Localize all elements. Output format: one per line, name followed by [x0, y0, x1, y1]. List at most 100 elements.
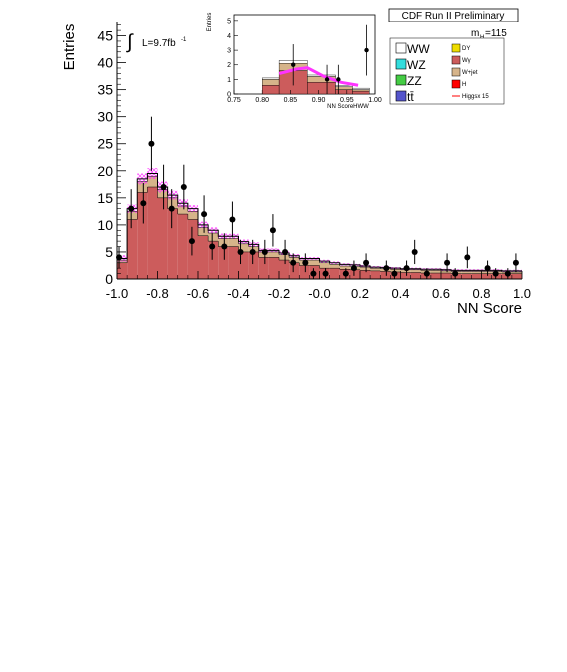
- x-tick-label: -0.4: [227, 286, 249, 301]
- data-point: [221, 243, 228, 250]
- stack-bar-0: [147, 187, 158, 279]
- stack-bar-1: [329, 264, 340, 269]
- inset-x-tick-label: 0.90: [312, 97, 326, 104]
- stack-bar-0: [370, 270, 381, 279]
- stack-bar-1: [370, 268, 381, 271]
- stack-bar-0: [329, 268, 340, 279]
- inset-x-tick-label: 0.95: [340, 97, 354, 104]
- stack-bar-1: [218, 238, 229, 247]
- inset-y-tick-label: 1: [227, 77, 231, 84]
- y-tick-label: 5: [105, 244, 113, 260]
- stack-bar-0: [258, 257, 269, 279]
- stack-bar-1: [208, 233, 219, 242]
- inset-x-tick-label: 0.85: [284, 97, 298, 104]
- y-tick-label: 30: [97, 109, 113, 125]
- x-tick-label: -1.0: [106, 286, 128, 301]
- inset-plot: Entries NN ScoreHWW 0.75 0.80 0.85 0.90 0.95…: [207, 13, 382, 110]
- luminosity-label: L=9.7fb: [142, 38, 176, 49]
- stack-outline-2: [116, 172, 522, 279]
- stack-bar-1: [309, 260, 320, 266]
- stack-bar-1: [127, 211, 138, 220]
- data-point: [148, 140, 155, 147]
- stack-bar-0: [137, 192, 148, 279]
- legend-label-small: Wγ: [462, 58, 471, 64]
- stack-bar-1: [471, 271, 482, 274]
- inset-x-axis-label: NN ScoreHWW: [327, 104, 369, 110]
- inset-x-tick-label: 0.75: [227, 97, 241, 104]
- mass-label: m: [471, 28, 479, 39]
- stack-bar-0: [127, 219, 138, 279]
- data-point: [302, 259, 309, 266]
- data-point: [282, 248, 289, 255]
- main-axes: -1.0 -0.8 -0.6 -0.4 -0.2 -0.0 0.2 0.4 0.6 0.8 1.00…: [97, 22, 531, 301]
- data-point: [411, 248, 418, 255]
- legend-swatch-small: [451, 55, 461, 65]
- y-tick-label: 0: [105, 271, 113, 287]
- legend-label-small: DY: [462, 46, 470, 52]
- stack-bar-1: [198, 227, 209, 236]
- x-tick-label: -0.8: [146, 286, 168, 301]
- y-tick-label: 45: [97, 28, 113, 44]
- stack-bar-0: [208, 241, 219, 279]
- data-point: [403, 265, 410, 272]
- y-axis-label: Entries: [61, 24, 78, 71]
- inset-data-point: [364, 47, 369, 53]
- data-point: [504, 270, 511, 277]
- data-point: [383, 265, 390, 272]
- stack-bar-0: [360, 270, 371, 279]
- stack-bar-0: [380, 271, 391, 279]
- stack-bar-0: [410, 272, 421, 279]
- legend-label-tt̄: tt̄: [407, 90, 414, 104]
- stack-bar-1: [137, 181, 148, 193]
- stack-bar-1: [511, 271, 522, 274]
- y-tick-label: 40: [97, 55, 113, 71]
- stack-bar-1: [481, 271, 492, 274]
- stack-bar-0: [248, 251, 259, 279]
- data-point: [201, 211, 208, 218]
- legend-swatch-tt̄: [395, 90, 407, 102]
- y-tick-label: 15: [97, 190, 113, 206]
- stack-bar-0: [289, 262, 300, 279]
- stack-bar-1: [461, 271, 472, 274]
- inset-data-point: [324, 77, 330, 82]
- inset-y-axis-label: Entries: [207, 13, 213, 32]
- inset-stack-bar-1: [262, 79, 280, 86]
- x-axis-label: NN Score: [457, 300, 522, 317]
- data-point: [180, 184, 187, 191]
- stack-bar-1: [238, 243, 249, 252]
- inset-stack-bar-2: [352, 87, 370, 90]
- stack-outline-0: [116, 186, 522, 279]
- x-tick-label: 1.0: [513, 286, 531, 301]
- data-point: [261, 248, 268, 255]
- legend-swatch-ww: [395, 42, 407, 54]
- data-point: [464, 254, 471, 261]
- stack-bar-1: [167, 197, 178, 209]
- inset-stack-bar-2: [262, 77, 280, 80]
- stack-bar-0: [481, 273, 492, 279]
- stack-bar-1: [228, 238, 239, 247]
- data-point: [168, 205, 175, 212]
- legend-swatch-wz: [395, 58, 407, 70]
- legend-label-small: H: [462, 82, 466, 88]
- data-point: [140, 200, 147, 207]
- stack-bar-0: [299, 265, 310, 279]
- data-point: [310, 270, 317, 277]
- stack-bar-1: [430, 270, 441, 274]
- legend-label-small: W+jet: [462, 70, 478, 76]
- stack-outline-1: [116, 175, 522, 279]
- stack-bar-1: [400, 269, 411, 273]
- data-point: [229, 216, 236, 223]
- stack-bar-0: [238, 251, 249, 279]
- data-point: [350, 265, 357, 272]
- y-tick-label: 20: [97, 163, 113, 179]
- data-point: [452, 270, 459, 277]
- stack-bar-0: [157, 197, 168, 279]
- inset-x-tick-label: 0.80: [255, 97, 269, 104]
- inset-stack-bar-1: [352, 89, 370, 92]
- data-point: [128, 205, 135, 212]
- stack-bar-0: [177, 214, 188, 279]
- stack-bar-0: [349, 269, 360, 279]
- data-point: [290, 259, 297, 266]
- legend-swatch-small: [451, 43, 461, 53]
- integral-symbol: ∫: [126, 31, 134, 53]
